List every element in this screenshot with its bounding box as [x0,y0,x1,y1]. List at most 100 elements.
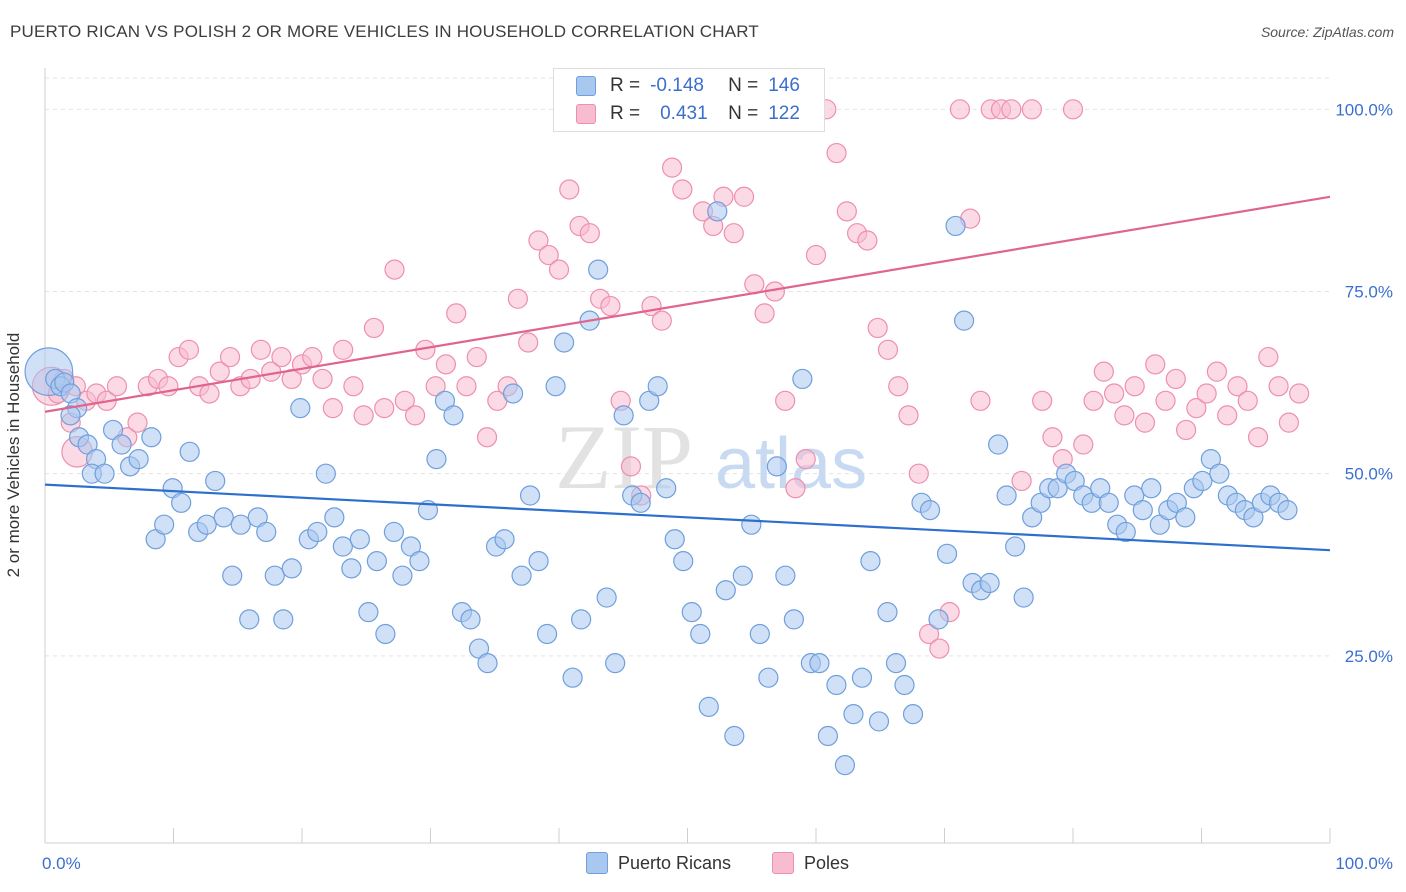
data-point [559,179,580,200]
data-point [877,339,899,360]
data-point [290,397,311,419]
chart-title: PUERTO RICAN VS POLISH 2 OR MORE VEHICLE… [10,22,760,41]
watermark: ZIP atlas [555,406,867,508]
data-point [877,602,898,623]
legend-n-value: 122 [768,103,800,124]
data-point [466,346,487,368]
data-point [375,623,396,645]
data-point [732,565,753,586]
data-point [554,332,575,353]
data-point [1062,99,1084,120]
data-point [809,653,830,674]
data-point [392,565,413,586]
data-point [1217,405,1238,426]
data-point [1114,405,1135,426]
data-point [250,339,271,360]
data-point [1192,470,1213,492]
legend-label: Puerto Ricans [618,852,732,873]
y-tick-label: 25.0% [1345,647,1393,666]
data-point [894,674,915,696]
data-point [698,696,719,717]
data-point [178,339,200,360]
trend-lines [44,195,1331,552]
x-tick-label: 0.0% [42,854,81,873]
data-point [715,580,736,601]
data-point [1258,346,1279,368]
data-point [1145,354,1166,375]
legend-row-poles: R = 0.431 N = 122 [576,102,800,126]
data-point [754,303,775,324]
y-tick-label: 75.0% [1345,283,1393,302]
data-point [898,405,919,426]
data-point [366,551,387,572]
data-point [1247,427,1269,448]
data-point [661,157,683,178]
legend-r-label: R = [610,103,641,124]
data-point [918,623,940,645]
legend-n-value: 146 [768,75,800,96]
y-tick-label: 100.0% [1335,100,1393,119]
legend-row-puerto-ricans: R = -0.148 N = 146 [576,74,800,98]
data-point [1268,376,1289,397]
data-point [1042,427,1063,448]
legend-item-poles[interactable]: Poles [772,852,849,874]
data-point [647,376,668,397]
data-point [681,602,702,623]
data-point [605,653,626,674]
legend-swatch-pink [576,104,596,124]
legend-r-label: R = [610,75,641,96]
data-point [723,223,744,244]
legend-swatch-blue [576,76,596,96]
data-point [741,514,762,535]
data-point [571,609,592,630]
data-point [656,478,677,499]
trend-line-poles [44,195,1331,413]
data-point [817,725,839,747]
axes [44,68,1331,844]
legend-item-puerto-ricans[interactable]: Puerto Ricans [586,852,731,874]
data-point [1132,500,1153,521]
data-point [651,310,672,331]
legend-swatch-pink [772,852,794,874]
source-credit: Source: ZipAtlas.com [1260,24,1394,40]
data-point [502,383,524,404]
data-point [426,448,447,470]
data-point [834,755,856,776]
data-point [867,317,888,339]
data-point [857,230,878,251]
data-point [936,543,958,564]
data-point [322,397,343,419]
data-point [476,427,498,448]
data-point [230,514,251,535]
legend-swatch-blue [586,852,608,874]
data-point [1021,99,1042,120]
data-point [394,390,415,411]
data-point [996,485,1017,506]
data-point [477,653,498,674]
data-point [460,609,481,630]
data-point [1013,587,1034,608]
data-point [358,602,379,623]
data-point [1175,507,1196,528]
data-point [312,368,333,390]
data-point [795,448,816,470]
data-point [179,441,200,462]
data-point [106,376,128,397]
data-point [630,492,651,513]
data-point [775,390,796,411]
data-point [374,397,395,419]
data-point [307,521,328,543]
data-point [363,317,385,339]
data-point [1155,390,1176,411]
data-point [885,653,907,674]
data-point [456,376,477,397]
data-point [1227,376,1248,397]
data-point [383,521,405,543]
data-point [1209,463,1230,484]
data-point [851,667,873,688]
data-point [970,390,991,411]
data-point [949,99,971,120]
data-point [219,346,241,368]
data-point [868,711,890,732]
data-point [724,725,745,747]
